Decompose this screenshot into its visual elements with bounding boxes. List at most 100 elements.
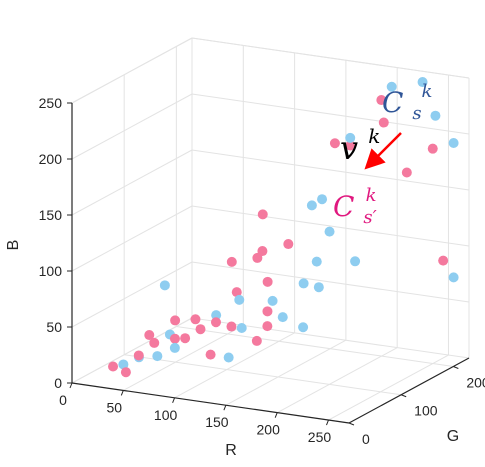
pink-data-point	[149, 337, 160, 348]
g-tick-mark	[348, 422, 355, 426]
r-tick-mark	[274, 412, 278, 418]
floor-gridline	[225, 339, 347, 406]
g-tick-label: 0	[362, 431, 370, 447]
g-tick-mark	[400, 394, 407, 398]
blue-data-point	[211, 310, 222, 321]
pink-data-point	[169, 333, 180, 344]
blue-data-point	[298, 322, 309, 333]
floor-gridline	[123, 324, 244, 391]
blue-data-point	[277, 312, 288, 323]
frame-edge	[191, 37, 470, 79]
left-wall-gridline	[71, 149, 193, 216]
pink-data-point	[427, 143, 438, 154]
floor-gridline	[328, 354, 449, 421]
pink-data-point	[205, 349, 216, 360]
b-tick-label: 250	[39, 95, 63, 111]
floor-gridline	[124, 354, 402, 396]
left-wall-gridline	[71, 205, 193, 272]
blue-data-point	[223, 352, 234, 363]
pink-data-point	[195, 324, 206, 335]
pink-data-point	[190, 314, 201, 325]
pink-data-point	[210, 317, 221, 328]
pink-data-point	[376, 95, 387, 106]
left-wall-gridline	[71, 93, 193, 160]
b-tick-label: 50	[46, 319, 62, 335]
blue-data-point	[306, 200, 317, 211]
floor-gridline	[174, 332, 295, 399]
blue-data-point	[159, 280, 170, 291]
blue-data-point	[267, 295, 278, 306]
cs-annotation: C s k	[382, 81, 432, 126]
pink-data-point	[226, 256, 237, 267]
csp-annotation: C s′ k	[333, 185, 386, 230]
pink-data-point	[378, 117, 389, 128]
pink-data-point	[329, 138, 340, 149]
v-sup: k	[368, 124, 380, 148]
pink-data-point	[283, 239, 294, 250]
pink-data-point	[252, 252, 263, 263]
blue-data-point	[350, 256, 361, 267]
r-tick-mark	[223, 405, 227, 411]
pink-data-point	[251, 335, 262, 346]
blue-data-point	[311, 256, 322, 267]
g-axis-line	[348, 357, 470, 424]
annotation-arrow	[364, 132, 402, 170]
r-axis-line	[71, 382, 350, 424]
pink-data-point	[262, 321, 273, 332]
b-tick-label: 100	[39, 263, 63, 279]
blue-data-point	[118, 359, 129, 370]
y-axis-label: G	[447, 428, 459, 445]
blue-data-point	[234, 294, 245, 305]
pink-data-point	[262, 306, 273, 317]
floor-gridline	[176, 325, 454, 367]
pink-data-point	[262, 276, 273, 287]
r-tick-mark	[326, 419, 329, 426]
pink-data-point	[144, 330, 155, 341]
blue-data-point	[236, 323, 247, 334]
blue-data-point	[448, 137, 459, 148]
r-tick-label: 100	[154, 407, 178, 423]
b-tick-label: 200	[39, 151, 63, 167]
frame-edge	[71, 37, 193, 104]
pink-data-point	[180, 333, 191, 344]
cs-sub: s	[412, 103, 421, 124]
pink-data-point	[401, 167, 412, 178]
axes	[67, 102, 470, 426]
data-points	[108, 77, 459, 378]
pink-data-point	[108, 361, 119, 372]
cs-base: C	[382, 86, 403, 119]
back-wall-gridline	[191, 205, 470, 247]
pink-data-point	[438, 255, 449, 266]
csp-sub: s′	[363, 207, 376, 228]
r-tick-label: 200	[257, 422, 281, 438]
pink-data-point	[170, 315, 181, 326]
blue-data-point	[386, 81, 397, 92]
v-base: v	[340, 129, 358, 167]
pink-data-point	[257, 246, 268, 257]
blue-data-point	[345, 132, 356, 143]
pink-data-point	[133, 350, 144, 361]
blue-data-point	[448, 272, 459, 283]
r-tick-label: 150	[205, 414, 229, 430]
csp-base: C	[333, 190, 354, 223]
blue-data-point	[324, 226, 335, 237]
pink-data-point	[226, 321, 237, 332]
tick-labels: 0 50 100 150 200 250 0 100 200 0 50 100 150 200 250	[39, 95, 485, 447]
v-annotation: v k	[340, 124, 380, 167]
floor-gridline	[276, 347, 398, 414]
blue-data-point	[317, 194, 328, 205]
back-wall-gridline	[191, 261, 470, 303]
cs-sup: k	[422, 81, 433, 102]
back-wall-gridline	[191, 93, 470, 135]
left-wall-gridline	[71, 261, 193, 328]
pink-data-point	[345, 140, 356, 151]
blue-data-point	[152, 351, 163, 362]
left-wall-gridline	[71, 317, 193, 384]
b-tick-label: 0	[54, 375, 62, 391]
z-axis-label: B	[5, 240, 22, 251]
csp-sup: k	[366, 185, 377, 206]
back-wall-gridline	[191, 149, 470, 191]
b-tick-label: 150	[39, 207, 63, 223]
blue-data-point	[417, 77, 428, 88]
